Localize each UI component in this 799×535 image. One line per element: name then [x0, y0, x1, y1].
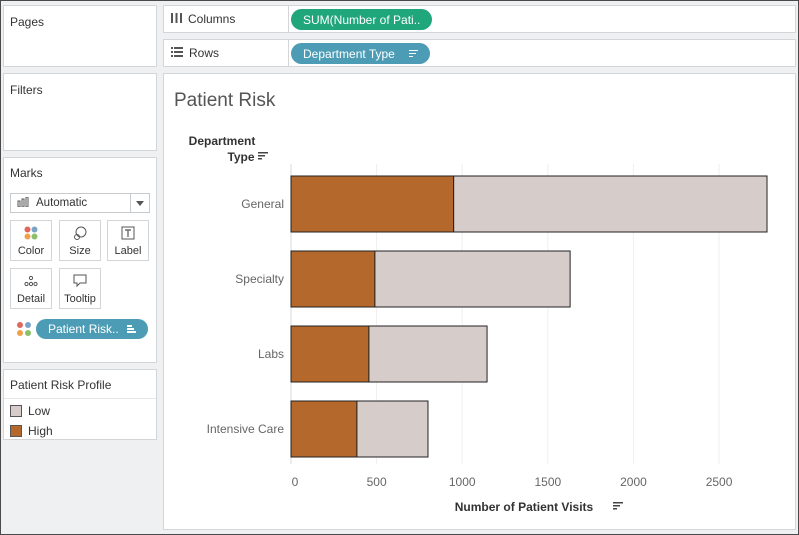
patient-risk-pill[interactable]: Patient Risk..	[36, 319, 148, 339]
marks-card: Marks Automatic Color Size Label Detail	[3, 157, 157, 363]
rows-shelf[interactable]: Rows Department Type	[163, 39, 796, 67]
columns-pill[interactable]: SUM(Number of Pati..	[291, 9, 433, 30]
columns-label-text: Columns	[188, 12, 236, 26]
bar-chart: Department Type General Specialty Labs Inte…	[189, 134, 768, 514]
filters-title: Filters	[10, 83, 43, 97]
x-tick-label: 2000	[620, 475, 647, 489]
color-button-label: Color	[17, 245, 45, 257]
chevron-down-icon[interactable]	[130, 194, 149, 212]
bar-chart-icon	[17, 196, 31, 210]
size-button-label: Size	[69, 245, 91, 257]
category-label[interactable]: Labs	[258, 347, 284, 361]
legend-card: Patient Risk Profile Low High	[3, 369, 157, 440]
detail-dots-icon	[24, 271, 38, 291]
speech-bubble-icon	[73, 271, 87, 291]
bar-labs-low[interactable]	[368, 325, 488, 383]
x-axis-title: Number of Patient Visits	[455, 500, 594, 514]
tooltip-button[interactable]: Tooltip	[59, 268, 101, 309]
sort-descending-icon	[408, 49, 418, 58]
legend-item-high[interactable]: High	[10, 424, 53, 438]
columns-shelf[interactable]: Columns SUM(Number of Pati..	[163, 5, 796, 33]
pages-card[interactable]: Pages	[3, 5, 157, 67]
bar-general-low[interactable]	[453, 175, 768, 233]
sort-descending-icon	[126, 325, 136, 333]
color-button[interactable]: Color	[10, 220, 52, 261]
mark-type-dropdown[interactable]: Automatic	[10, 193, 150, 213]
tooltip-button-label: Tooltip	[64, 293, 96, 305]
bar-specialty-low[interactable]	[374, 250, 571, 308]
x-tick-label: 500	[367, 475, 387, 489]
bar-labs-high[interactable]	[290, 325, 370, 383]
category-label[interactable]: Specialty	[235, 272, 284, 286]
x-tick-label: 0	[292, 475, 299, 489]
detail-button[interactable]: Detail	[10, 268, 52, 309]
columns-icon	[171, 12, 182, 26]
size-icon	[73, 223, 87, 243]
color-encoding-icon	[16, 321, 32, 340]
legend-label-high: High	[28, 424, 53, 438]
label-button[interactable]: Label	[107, 220, 149, 261]
color-dots-icon	[24, 223, 38, 243]
legend-title: Patient Risk Profile	[10, 378, 112, 392]
mark-type-value: Automatic	[36, 197, 88, 209]
x-tick-label: 2500	[706, 475, 733, 489]
x-axis-sort-icon[interactable]	[613, 502, 623, 510]
legend-swatch-low	[10, 405, 22, 417]
rows-shelf-label: Rows	[171, 40, 219, 66]
columns-shelf-label: Columns	[171, 6, 235, 32]
rows-icon	[171, 46, 183, 60]
bar-general-high[interactable]	[290, 175, 455, 233]
text-label-icon	[121, 223, 135, 243]
category-label[interactable]: General	[241, 197, 284, 211]
chart-view: Patient Risk Department Type General Spec…	[163, 73, 796, 530]
rows-pill-label: Department Type	[303, 46, 395, 61]
marks-title: Marks	[10, 166, 43, 180]
y-axis-title-line1: Department	[189, 134, 256, 148]
detail-button-label: Detail	[16, 293, 46, 305]
rows-label-text: Rows	[189, 46, 220, 60]
y-axis-sort-icon[interactable]	[258, 152, 268, 160]
size-button[interactable]: Size	[59, 220, 101, 261]
bar-specialty-high[interactable]	[290, 250, 376, 308]
legend-item-low[interactable]: Low	[10, 404, 50, 418]
rows-pill[interactable]: Department Type	[291, 43, 430, 64]
filters-card[interactable]: Filters	[3, 73, 157, 151]
legend-label-low: Low	[28, 404, 51, 418]
pages-title: Pages	[10, 15, 45, 29]
patient-risk-pill-label: Patient Risk..	[48, 322, 119, 336]
chart-title: Patient Risk	[174, 90, 276, 111]
x-tick-label: 1500	[534, 475, 561, 489]
columns-pill-label: SUM(Number of Pati..	[303, 12, 421, 27]
bar-intensive-care-high[interactable]	[290, 400, 358, 458]
y-axis-title-line2: Type	[227, 150, 254, 164]
label-button-label: Label	[114, 245, 142, 257]
bar-intensive-care-low[interactable]	[356, 400, 429, 458]
category-label[interactable]: Intensive Care	[207, 422, 285, 436]
x-tick-label: 1000	[449, 475, 476, 489]
legend-swatch-high	[10, 425, 22, 437]
